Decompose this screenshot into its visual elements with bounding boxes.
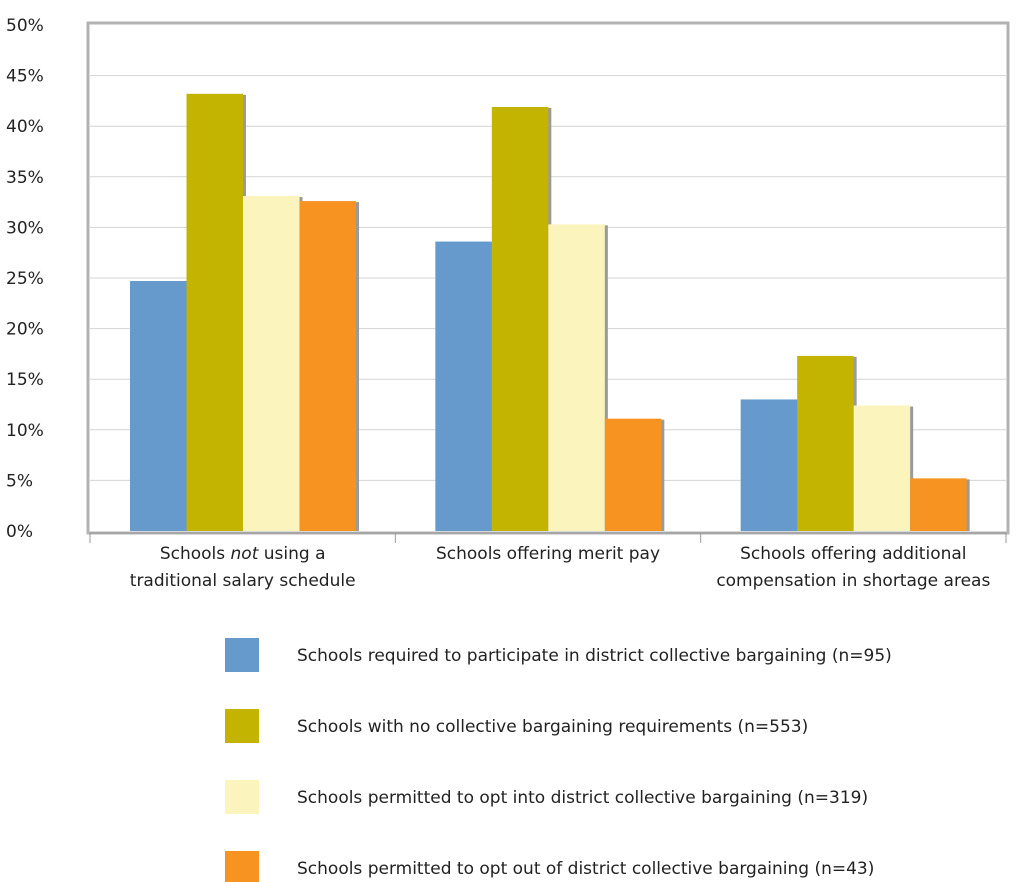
bar	[299, 201, 356, 531]
y-tick-label: 25%	[6, 269, 44, 289]
legend: Schools required to participate in distr…	[225, 638, 892, 882]
bar	[797, 355, 854, 531]
legend-swatch	[225, 638, 259, 672]
y-tick-label: 20%	[6, 320, 44, 340]
y-tick-label: 50%	[6, 16, 44, 36]
x-category-label: Schools offering additional compensation …	[716, 544, 990, 591]
x-axis: Schools not using a traditional salary sc…	[89, 532, 1007, 591]
y-tick-label: 30%	[6, 218, 44, 238]
bar	[740, 399, 798, 531]
legend-swatch	[225, 780, 259, 814]
bar	[853, 405, 911, 531]
bar	[910, 478, 967, 531]
bar	[243, 196, 300, 531]
legend-label: Schools required to participate in distr…	[297, 646, 892, 666]
bar	[491, 106, 549, 532]
legend-label: Schools permitted to opt into district c…	[297, 788, 868, 808]
y-tick-label: 40%	[6, 117, 44, 137]
legend-label: Schools with no collective bargaining re…	[297, 717, 808, 737]
bar	[548, 224, 605, 531]
y-tick-label: 35%	[6, 168, 44, 188]
legend-swatch	[225, 709, 259, 743]
y-tick-label: 5%	[6, 471, 33, 491]
bar	[130, 281, 187, 531]
y-tick-label: 10%	[6, 421, 44, 441]
y-tick-label: 0%	[6, 522, 33, 542]
bars	[130, 93, 970, 532]
y-tick-label: 45%	[6, 67, 44, 87]
bar	[435, 241, 492, 531]
legend-swatch	[225, 851, 259, 882]
x-category-label: Schools not using a traditional salary sc…	[130, 544, 356, 591]
y-tick-label: 15%	[6, 370, 44, 390]
x-category-label: Schools offering merit pay	[436, 544, 660, 564]
bar	[186, 93, 243, 531]
y-axis-ticks: 0% 5% 10% 15% 20% 25% 30% 35% 40% 45% 50%	[6, 16, 44, 542]
legend-label: Schools permitted to opt out of district…	[297, 859, 874, 879]
bar	[604, 418, 662, 531]
